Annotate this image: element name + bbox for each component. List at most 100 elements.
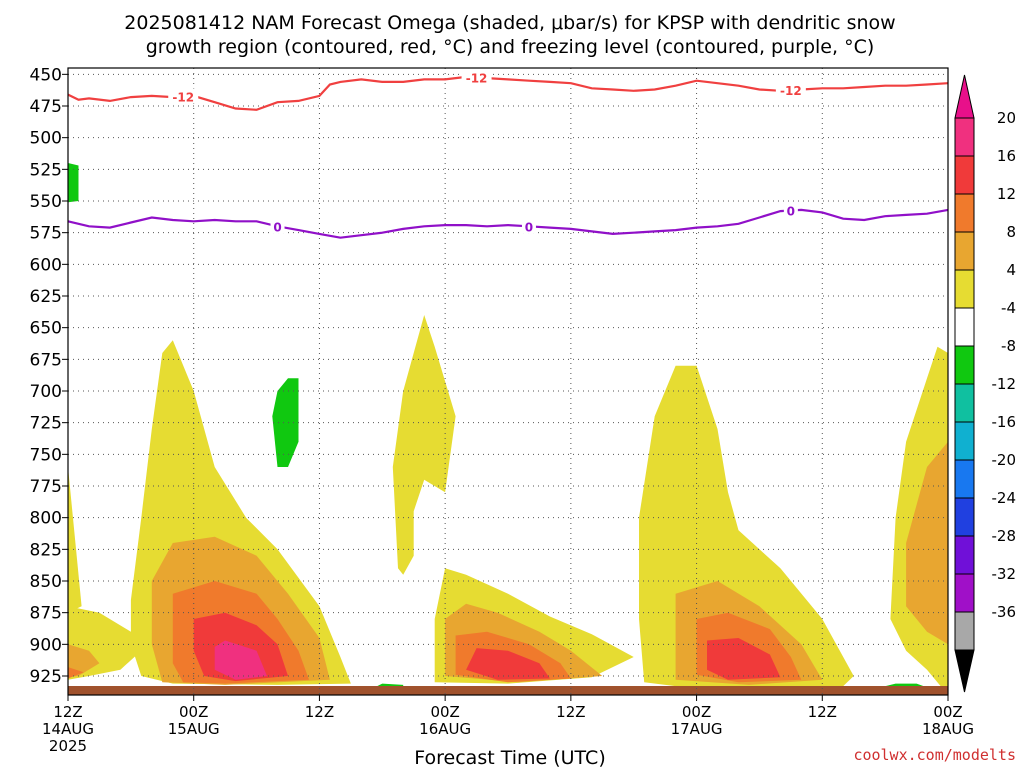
y-tick-label: 475 bbox=[30, 97, 62, 117]
colorbar-bin bbox=[954, 573, 975, 613]
grid-layer bbox=[67, 68, 949, 695]
x-tick-label: 00Z bbox=[933, 703, 962, 721]
y-tick-label: 750 bbox=[30, 445, 62, 465]
contour-label: -12 bbox=[466, 72, 488, 86]
colorbar-bin bbox=[954, 611, 975, 651]
x-tick-label: 12Z bbox=[305, 703, 334, 721]
colorbar-bin bbox=[954, 383, 975, 423]
y-tick-label: 825 bbox=[30, 540, 62, 560]
contour-label: -12 bbox=[172, 91, 194, 105]
x-tick-label: 12Z bbox=[808, 703, 837, 721]
y-tick-label: 875 bbox=[30, 604, 62, 624]
colorbar-label: -16 bbox=[992, 413, 1017, 431]
y-tick-label: 650 bbox=[30, 319, 62, 339]
contour-label-bg bbox=[521, 218, 536, 234]
y-tick-label: 500 bbox=[30, 129, 62, 149]
title-line-2: growth region (contoured, red, °C) and f… bbox=[146, 36, 875, 58]
y-tick-label: 575 bbox=[30, 224, 62, 244]
x-tick-label: 17AUG bbox=[671, 720, 723, 738]
omega-region-9 bbox=[392, 315, 456, 575]
x-tick-label: 12Z bbox=[53, 703, 82, 721]
colorbar-label: 16 bbox=[997, 147, 1016, 165]
omega-region-3 bbox=[68, 667, 84, 679]
ground-surface bbox=[68, 686, 948, 695]
colorbar-bin bbox=[954, 231, 975, 271]
omega-region-8 bbox=[214, 640, 267, 680]
colorbar-bin bbox=[954, 421, 975, 461]
omega-region-19 bbox=[906, 441, 948, 645]
x-tick-label: 00Z bbox=[179, 703, 208, 721]
colorbar-label: -36 bbox=[992, 603, 1017, 621]
omega-region-13 bbox=[466, 648, 550, 680]
omega-region-21 bbox=[272, 378, 299, 467]
colorbar-bin bbox=[954, 497, 975, 537]
contour-line bbox=[67, 208, 949, 239]
colorbar-label: -8 bbox=[1001, 337, 1016, 355]
y-tick-label: 775 bbox=[30, 477, 62, 497]
colorbar-bin bbox=[954, 307, 975, 347]
pressure-axis: 450 475 500 525 550 575 600 625 650 675 700 725 750 7… bbox=[30, 65, 68, 687]
colorbar-bottom-arrow bbox=[954, 649, 975, 693]
contour-label: 0 bbox=[273, 220, 281, 234]
colorbar-bin bbox=[954, 269, 975, 309]
x-tick-label: 2025 bbox=[49, 737, 87, 755]
colorbar-bin bbox=[954, 117, 975, 157]
colorbar-bin bbox=[954, 459, 975, 499]
contour-label-bg bbox=[783, 202, 798, 218]
colorbar-label: -28 bbox=[992, 527, 1017, 545]
x-axis-label: Forecast Time (UTC) bbox=[414, 747, 605, 768]
ground-surface-layer bbox=[68, 686, 948, 695]
colorbar-top-arrow bbox=[954, 74, 975, 119]
contour-layer: -12 -12 -12 0 0 0 bbox=[67, 69, 949, 239]
y-tick-label: 700 bbox=[30, 382, 62, 402]
contour-label-bg bbox=[270, 218, 285, 234]
colorbar-bin bbox=[954, 193, 975, 233]
x-tick-label: 18AUG bbox=[922, 720, 974, 738]
y-tick-label: 850 bbox=[30, 572, 62, 592]
omega-region-2 bbox=[68, 644, 100, 678]
contour-label: 0 bbox=[525, 220, 533, 234]
x-tick-label: 16AUG bbox=[419, 720, 471, 738]
colorbar-label: -32 bbox=[992, 565, 1017, 583]
omega-region-17 bbox=[707, 638, 781, 680]
colorbar-label: -20 bbox=[992, 451, 1017, 469]
y-tick-label: 550 bbox=[30, 192, 62, 212]
colorbar-label: -4 bbox=[1001, 299, 1016, 317]
contour-label-bg bbox=[168, 88, 199, 104]
colorbar-label: -24 bbox=[992, 489, 1017, 507]
y-tick-label: 800 bbox=[30, 509, 62, 529]
y-tick-label: 625 bbox=[30, 287, 62, 307]
credit-text: coolwx.com/modelts bbox=[853, 746, 1016, 764]
chart-title: 2025081412 NAM Forecast Omega (shaded, μ… bbox=[124, 12, 895, 58]
y-tick-label: 600 bbox=[30, 255, 62, 275]
colorbar-label: 8 bbox=[1006, 223, 1016, 241]
x-tick-label: 12Z bbox=[556, 703, 585, 721]
contour-label-bg bbox=[775, 82, 806, 98]
colorbar-label: 20 bbox=[997, 109, 1016, 127]
y-tick-label: 525 bbox=[30, 160, 62, 180]
title-line-1: 2025081412 NAM Forecast Omega (shaded, μ… bbox=[124, 12, 895, 34]
y-tick-label: 925 bbox=[30, 667, 62, 687]
colorbar-label: 4 bbox=[1006, 261, 1016, 279]
contour-label-bg bbox=[461, 69, 492, 85]
x-tick-label: 00Z bbox=[682, 703, 711, 721]
y-tick-label: 450 bbox=[30, 65, 62, 85]
x-tick-label: 15AUG bbox=[168, 720, 220, 738]
omega-region-20 bbox=[68, 163, 79, 203]
colorbar-bin bbox=[954, 535, 975, 575]
omega-region-0 bbox=[68, 467, 82, 613]
colorbar-bin bbox=[954, 345, 975, 385]
y-tick-label: 900 bbox=[30, 635, 62, 655]
contour-line bbox=[67, 75, 949, 111]
contour-label: -12 bbox=[780, 84, 802, 98]
omega-shaded-layer bbox=[68, 163, 948, 695]
plot-frame bbox=[67, 67, 949, 696]
contour-label: 0 bbox=[787, 205, 795, 219]
colorbar-label: -12 bbox=[992, 375, 1017, 393]
y-tick-label: 675 bbox=[30, 350, 62, 370]
colorbar-label: 12 bbox=[997, 185, 1016, 203]
colorbar-bin bbox=[954, 155, 975, 195]
colorbar: 20 16 12 8 4 -4 -8 -12 -16 -20 -24 -28 -32 -36 bbox=[954, 74, 1017, 693]
